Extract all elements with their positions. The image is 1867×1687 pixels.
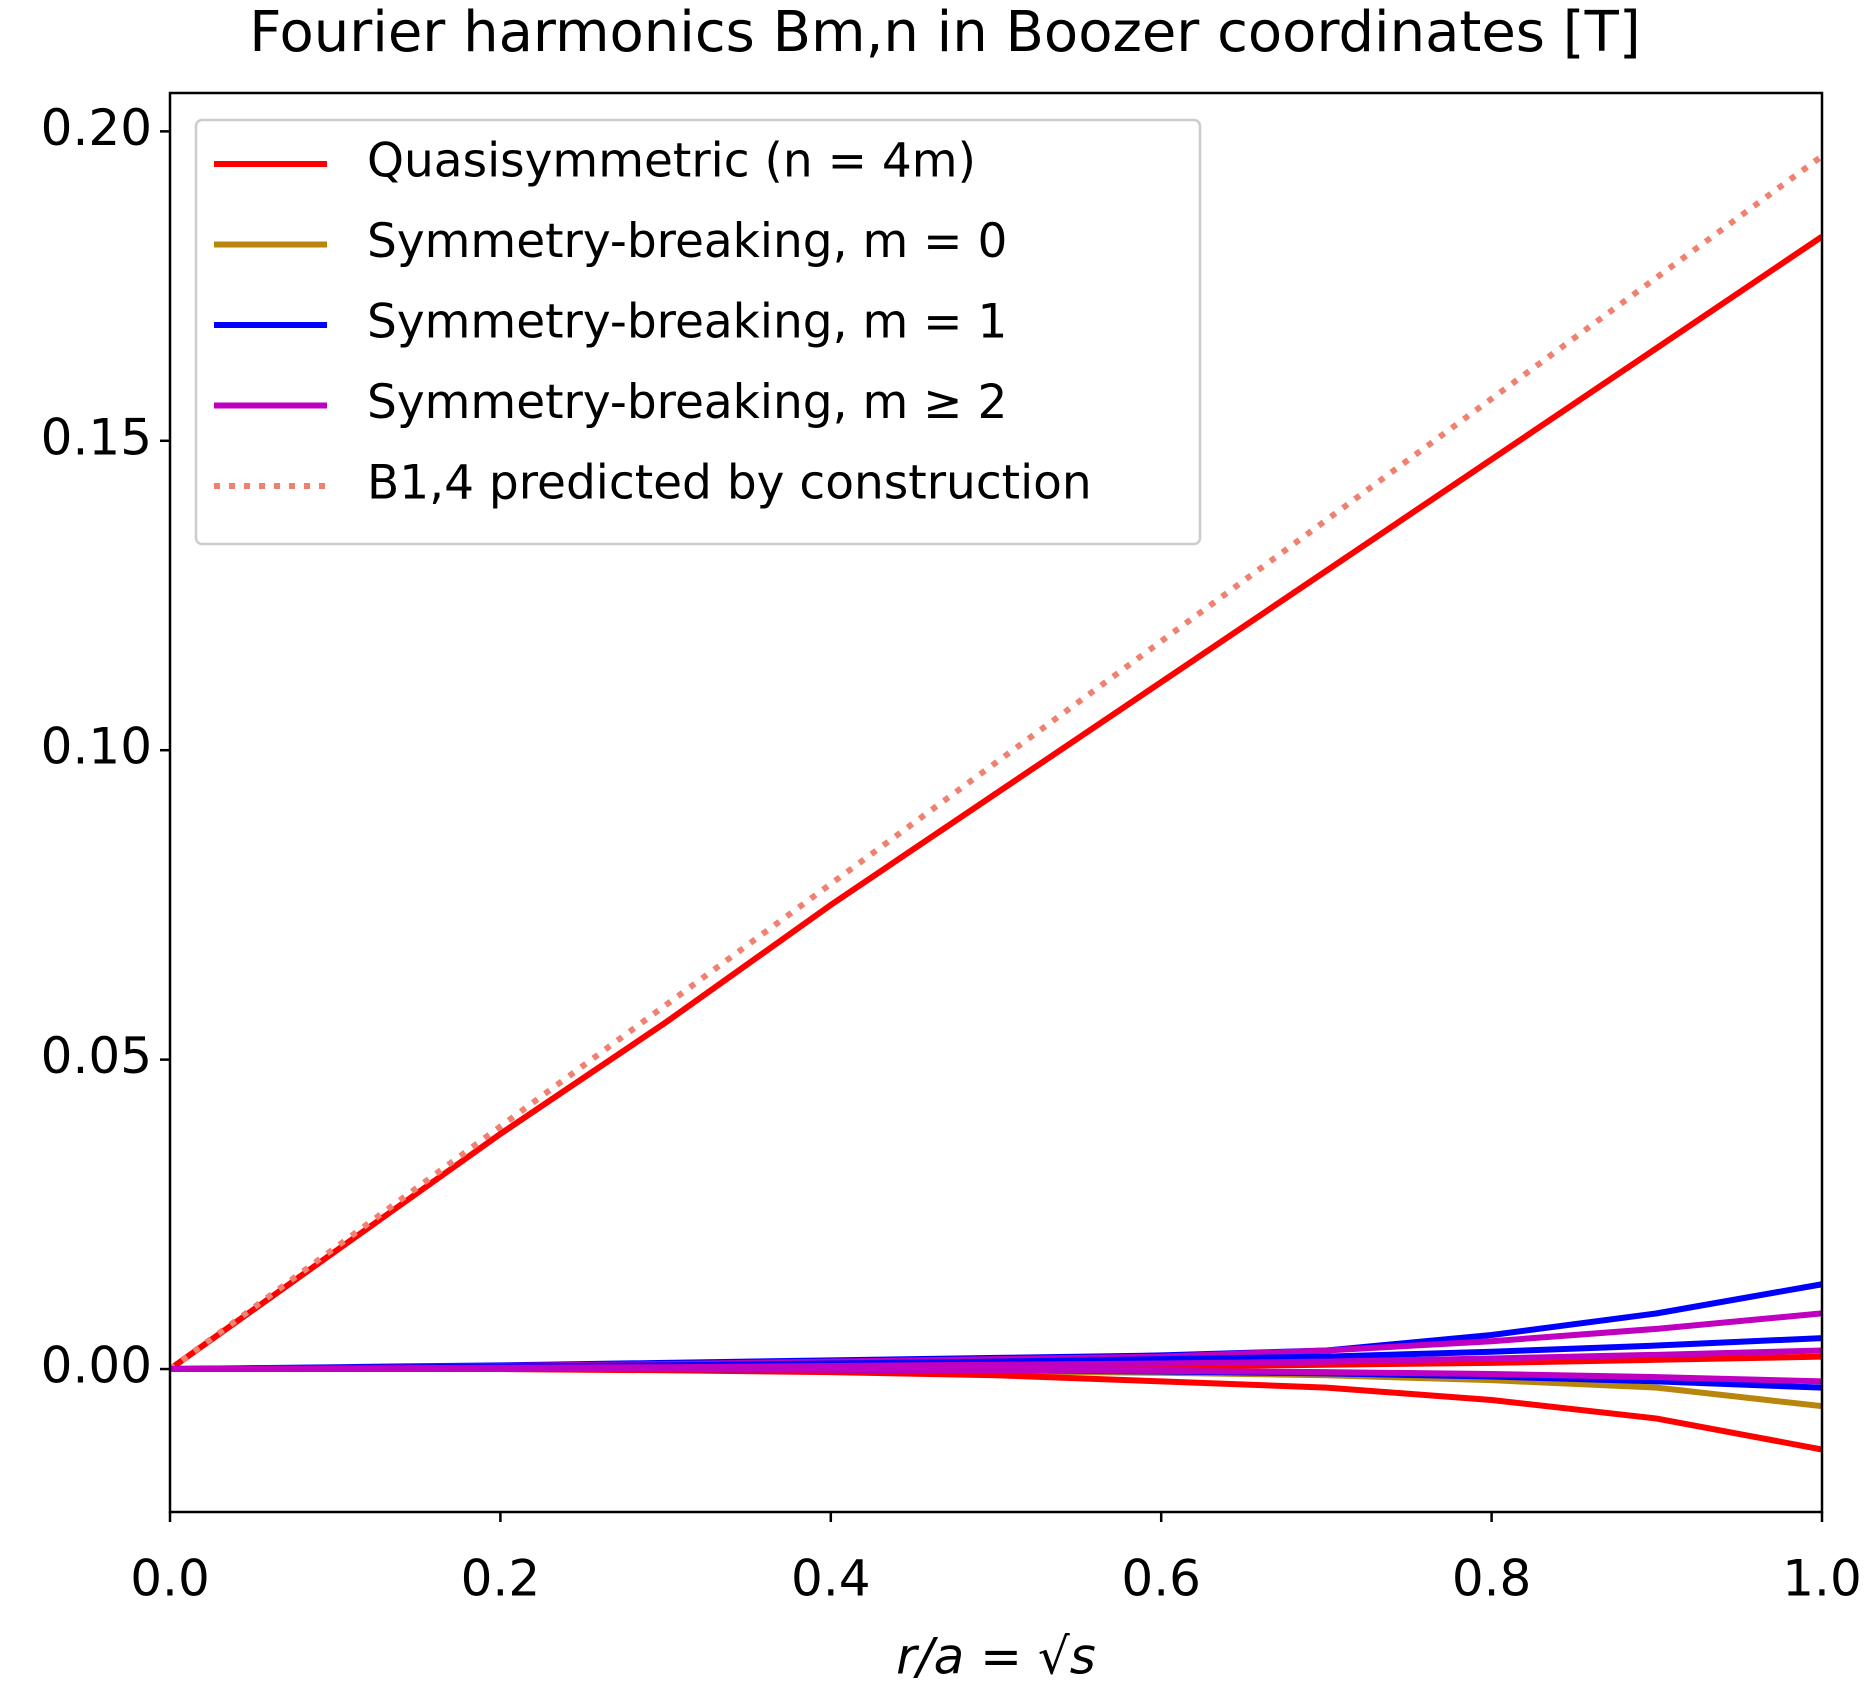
y-tick-label: 0.10 (41, 718, 152, 776)
y-tick-label: 0.05 (41, 1027, 152, 1085)
series-line (170, 1366, 1822, 1385)
legend-label: B1,4 predicted by construction (367, 456, 1092, 511)
series-line (170, 153, 1822, 1372)
legend-label: Quasisymmetric (n = 4m) (367, 134, 976, 189)
x-axis-label: r/a = √s (896, 1628, 1096, 1686)
y-tick-label: 0.20 (41, 99, 152, 157)
chart-title: Fourier harmonics Bm,n in Boozer coordin… (249, 0, 1640, 65)
x-tick-label: 0.0 (130, 1550, 210, 1608)
x-tick-label: 1.0 (1782, 1550, 1862, 1608)
legend-label: Symmetry-breaking, m ≥ 2 (367, 375, 1007, 430)
x-tick-label: 0.6 (1121, 1550, 1201, 1608)
x-tick-label: 0.2 (461, 1550, 541, 1608)
x-tick-label: 0.4 (791, 1550, 871, 1608)
plot-frame (168, 91, 1824, 1514)
legend-label: Symmetry-breaking, m = 0 (367, 214, 1007, 269)
series-line (170, 234, 1822, 1372)
x-tick-label: 0.8 (1452, 1550, 1532, 1608)
legend-box (194, 118, 1202, 546)
y-tick-label: 0.15 (41, 408, 152, 466)
y-tick-label: 0.00 (41, 1337, 152, 1395)
legend-label: Symmetry-breaking, m = 1 (367, 295, 1007, 350)
